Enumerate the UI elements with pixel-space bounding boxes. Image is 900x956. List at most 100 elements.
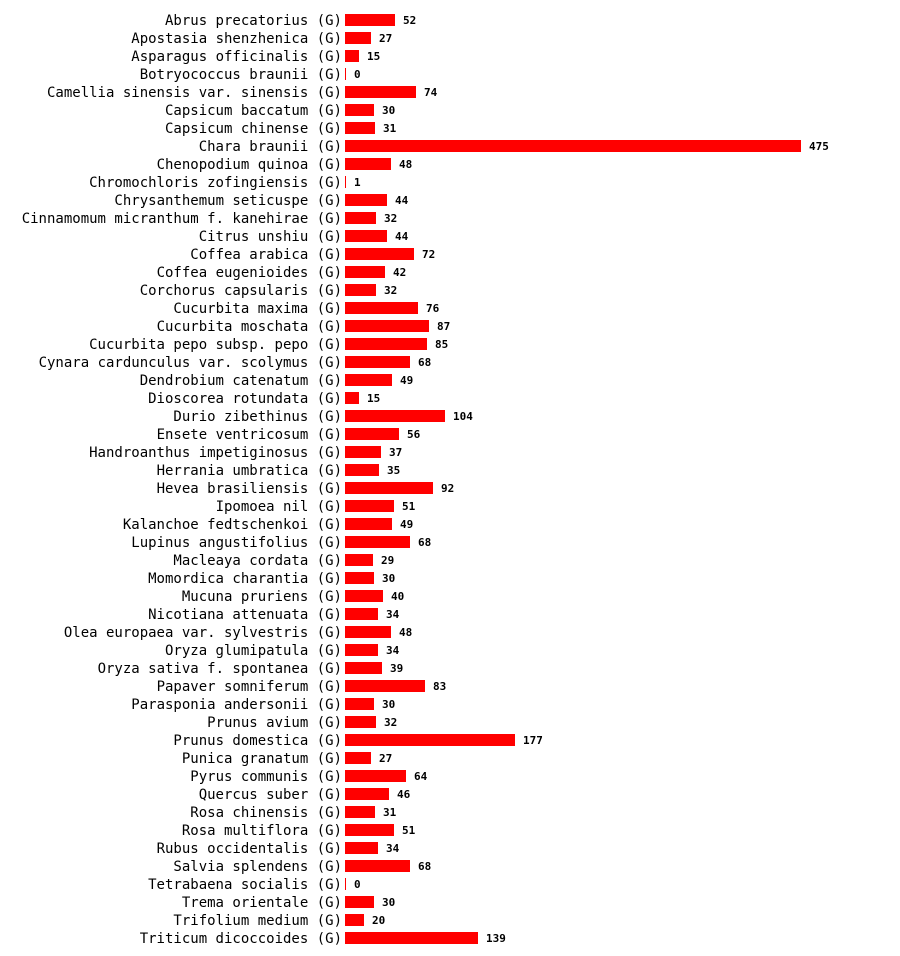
bar-chromochloris-zofingiensis	[345, 176, 346, 188]
bar-oryza-glumipatula	[345, 644, 378, 656]
bar-olea-europaea-var-sylvestris	[345, 626, 391, 638]
category-label-handroanthus-impetiginosus: Handroanthus impetiginosus (G)	[89, 445, 342, 461]
bar-momordica-charantia	[345, 572, 374, 584]
category-label-cucurbita-maxima: Cucurbita maxima (G)	[173, 301, 342, 317]
value-label-hevea-brasiliensis: 92	[441, 482, 454, 495]
bar-ipomoea-nil	[345, 500, 394, 512]
bar-abrus-precatorius	[345, 14, 395, 26]
bar-durio-zibethinus	[345, 410, 445, 422]
value-label-chromochloris-zofingiensis: 1	[354, 176, 361, 189]
bar-prunus-avium	[345, 716, 376, 728]
bar-mucuna-pruriens	[345, 590, 383, 602]
value-label-olea-europaea-var-sylvestris: 48	[399, 626, 412, 639]
category-label-triticum-dicoccoides: Triticum dicoccoides (G)	[140, 931, 342, 947]
bar-cinnamomum-micranthum-f-kanehirae	[345, 212, 376, 224]
bar-asparagus-officinalis	[345, 50, 359, 62]
category-label-capsicum-baccatum: Capsicum baccatum (G)	[165, 103, 342, 119]
category-label-botryococcus-braunii: Botryococcus braunii (G)	[140, 67, 342, 83]
bar-rosa-chinensis	[345, 806, 375, 818]
bar-capsicum-chinense	[345, 122, 375, 134]
bar-chenopodium-quinoa	[345, 158, 391, 170]
value-label-tetrabaena-socialis: 0	[354, 878, 361, 891]
category-label-citrus-unshiu: Citrus unshiu (G)	[199, 229, 342, 245]
bar-kalanchoe-fedtschenkoi	[345, 518, 392, 530]
bar-lupinus-angustifolius	[345, 536, 410, 548]
value-label-cinnamomum-micranthum-f-kanehirae: 32	[384, 212, 397, 225]
bar-hevea-brasiliensis	[345, 482, 433, 494]
value-label-oryza-sativa-f-spontanea: 39	[390, 662, 403, 675]
category-label-chara-braunii: Chara braunii (G)	[199, 139, 342, 155]
value-label-herrania-umbratica: 35	[387, 464, 400, 477]
value-label-quercus-suber: 46	[397, 788, 411, 801]
value-label-dendrobium-catenatum: 49	[400, 374, 413, 387]
category-label-durio-zibethinus: Durio zibethinus (G)	[173, 409, 342, 425]
bar-oryza-sativa-f-spontanea	[345, 662, 382, 674]
value-label-corchorus-capsularis: 32	[384, 284, 397, 297]
category-label-momordica-charantia: Momordica charantia (G)	[148, 571, 342, 587]
bar-cucurbita-maxima	[345, 302, 418, 314]
value-label-handroanthus-impetiginosus: 37	[389, 446, 402, 459]
category-label-trifolium-medium: Trifolium medium (G)	[173, 913, 342, 929]
category-label-salvia-splendens: Salvia splendens (G)	[173, 859, 342, 875]
bar-coffea-eugenioides	[345, 266, 385, 278]
category-label-chromochloris-zofingiensis: Chromochloris zofingiensis (G)	[89, 175, 342, 191]
value-label-triticum-dicoccoides: 139	[486, 932, 506, 945]
value-label-trema-orientale: 30	[382, 896, 395, 909]
category-label-corchorus-capsularis: Corchorus capsularis (G)	[140, 283, 342, 299]
value-label-chara-braunii: 475	[809, 140, 829, 153]
bar-parasponia-andersonii	[345, 698, 374, 710]
value-label-oryza-glumipatula: 34	[386, 644, 400, 657]
value-label-asparagus-officinalis: 15	[367, 50, 380, 63]
category-label-herrania-umbratica: Herrania umbratica (G)	[157, 463, 342, 479]
category-label-coffea-arabica: Coffea arabica (G)	[190, 247, 342, 263]
bar-cucurbita-pepo-subsp-pepo	[345, 338, 427, 350]
value-label-coffea-eugenioides: 42	[393, 266, 406, 279]
category-label-rosa-chinensis: Rosa chinensis (G)	[190, 805, 342, 821]
category-label-abrus-precatorius: Abrus precatorius (G)	[165, 13, 342, 29]
value-label-macleaya-cordata: 29	[381, 554, 394, 567]
value-label-rubus-occidentalis: 34	[386, 842, 400, 855]
category-label-oryza-sativa-f-spontanea: Oryza sativa f. spontanea (G)	[98, 661, 342, 677]
bar-macleaya-cordata	[345, 554, 373, 566]
bar-rosa-multiflora	[345, 824, 394, 836]
value-label-pyrus-communis: 64	[414, 770, 428, 783]
category-label-oryza-glumipatula: Oryza glumipatula (G)	[165, 643, 342, 659]
bar-dioscorea-rotundata	[345, 392, 359, 404]
value-label-cucurbita-moschata: 87	[437, 320, 450, 333]
category-label-cucurbita-pepo-subsp-pepo: Cucurbita pepo subsp. pepo (G)	[89, 337, 342, 353]
value-label-capsicum-baccatum: 30	[382, 104, 395, 117]
category-label-parasponia-andersonii: Parasponia andersonii (G)	[131, 697, 342, 713]
value-label-kalanchoe-fedtschenkoi: 49	[400, 518, 413, 531]
bar-papaver-somniferum	[345, 680, 425, 692]
bar-prunus-domestica	[345, 734, 515, 746]
value-label-cynara-cardunculus-var-scolymus: 68	[418, 356, 431, 369]
bar-ensete-ventricosum	[345, 428, 399, 440]
category-label-nicotiana-attenuata: Nicotiana attenuata (G)	[148, 607, 342, 623]
category-label-lupinus-angustifolius: Lupinus angustifolius (G)	[131, 535, 342, 551]
bar-nicotiana-attenuata	[345, 608, 378, 620]
bar-chara-braunii	[345, 140, 801, 152]
bar-tetrabaena-socialis	[345, 878, 346, 890]
category-label-trema-orientale: Trema orientale (G)	[182, 895, 342, 911]
bar-cynara-cardunculus-var-scolymus	[345, 356, 410, 368]
category-label-rosa-multiflora: Rosa multiflora (G)	[182, 823, 342, 839]
bar-botryococcus-braunii	[345, 68, 346, 80]
value-label-cucurbita-maxima: 76	[426, 302, 440, 315]
category-label-apostasia-shenzhenica: Apostasia shenzhenica (G)	[131, 31, 342, 47]
bar-punica-granatum	[345, 752, 371, 764]
value-label-prunus-domestica: 177	[523, 734, 543, 747]
category-label-mucuna-pruriens: Mucuna pruriens (G)	[182, 589, 342, 605]
value-label-ensete-ventricosum: 56	[407, 428, 421, 441]
bar-quercus-suber	[345, 788, 389, 800]
value-label-mucuna-pruriens: 40	[391, 590, 404, 603]
bar-corchorus-capsularis	[345, 284, 376, 296]
bar-dendrobium-catenatum	[345, 374, 392, 386]
value-label-salvia-splendens: 68	[418, 860, 431, 873]
category-label-dioscorea-rotundata: Dioscorea rotundata (G)	[148, 391, 342, 407]
category-label-prunus-domestica: Prunus domestica (G)	[173, 733, 342, 749]
value-label-papaver-somniferum: 83	[433, 680, 446, 693]
category-label-punica-granatum: Punica granatum (G)	[182, 751, 342, 767]
value-label-apostasia-shenzhenica: 27	[379, 32, 392, 45]
value-label-durio-zibethinus: 104	[453, 410, 473, 423]
